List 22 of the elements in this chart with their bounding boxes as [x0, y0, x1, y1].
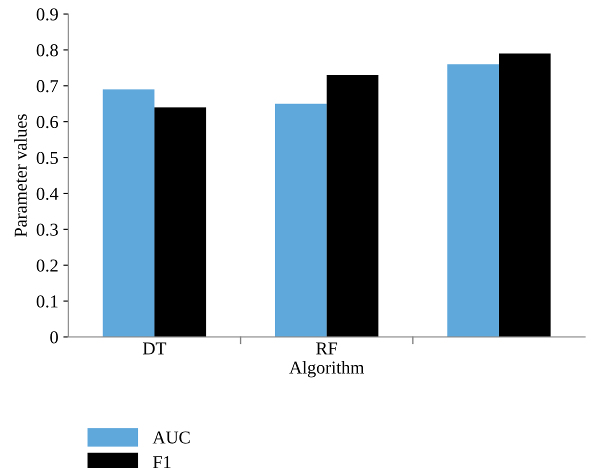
y-tick-label: 0.6	[36, 116, 58, 128]
bar	[447, 64, 499, 337]
y-tick-label: 0.3	[36, 224, 58, 236]
x-axis-title: Algorithm	[289, 360, 364, 378]
x-tick-label: DT	[142, 342, 166, 354]
y-tick-label: 0.9	[36, 8, 58, 21]
bar	[326, 75, 378, 337]
y-tick-label: 0.5	[36, 152, 58, 164]
legend-label: AUC	[152, 431, 190, 444]
y-tick-label: 0.1	[36, 295, 58, 308]
bar	[102, 89, 154, 337]
y-tick-label: 0.7	[36, 80, 58, 92]
y-tick-label: 0.8	[36, 44, 58, 56]
bar	[275, 104, 327, 337]
x-tick-label: RF	[316, 342, 338, 354]
bar	[498, 54, 551, 337]
y-tick-label: 0.2	[36, 259, 58, 272]
legend-label: F1	[153, 456, 171, 468]
bar	[154, 107, 206, 337]
y-axis-title: Parameter values	[14, 114, 27, 237]
y-tick-label: 0	[50, 331, 58, 344]
y-tick-label: 0.4	[36, 188, 58, 200]
